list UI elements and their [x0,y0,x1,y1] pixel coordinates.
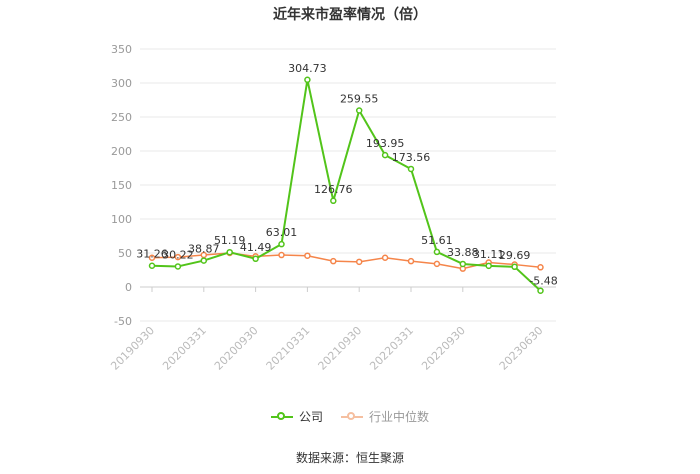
grid-lines [140,48,556,322]
legend-item-company[interactable]: 公司 [270,408,323,425]
x-tick-label: 20200331 [160,324,209,373]
data-label: 38.87 [188,243,220,256]
x-tick-label: 20230630 [497,324,546,373]
point-industry [537,264,544,271]
point-company [252,255,259,263]
y-tick-label: -50 [114,315,132,328]
y-tick-label: 150 [111,179,132,192]
legend-company-label: 公司 [298,410,323,424]
data-label: 193.95 [366,137,405,150]
data-label: 29.69 [499,249,531,262]
data-label: 173.56 [392,151,431,164]
x-tick-label: 20220331 [367,324,416,373]
data-label: 51.19 [214,234,246,247]
point-company [537,287,544,294]
point-industry [330,257,337,265]
y-tick-label: 350 [111,43,132,56]
y-tick-label: 200 [111,145,132,158]
point-company [485,262,492,270]
point-company [459,260,467,268]
legend-item-industry[interactable]: 行业中位数 [341,408,429,425]
point-company [433,248,441,256]
point-industry [148,254,156,262]
data-label: 31.11 [473,248,505,261]
point-industry [355,258,363,266]
legend-industry-marker [341,411,363,423]
data-label: 304.73 [288,62,327,75]
point-company [330,197,337,205]
legend: 公司 行业中位数 [0,408,700,425]
x-tick-label: 20200930 [212,324,261,373]
point-industry [174,253,182,261]
legend-industry-label: 行业中位数 [369,410,430,424]
y-tick-label: 250 [111,111,132,124]
data-label: 259.55 [340,93,379,106]
x-tick-label: 20210331 [264,324,313,373]
x-tick-label: 20210930 [316,324,365,373]
data-label: 41.49 [240,241,272,254]
x-tick-label: 20220930 [419,324,468,373]
point-industry [433,260,441,268]
y-tick-label: 100 [111,213,132,226]
data-label: 126.76 [314,183,353,196]
point-company [200,257,208,264]
data-label: 63.01 [266,226,298,239]
y-tick-label: 300 [111,77,132,90]
series [148,76,544,294]
y-tick-label: 50 [118,247,132,260]
point-company [226,248,233,256]
point-company [304,76,311,84]
data-label: 31.26 [136,248,168,261]
point-company [278,240,285,248]
point-industry [407,257,415,265]
point-company [511,263,518,271]
data-label: 30.22 [162,248,194,261]
point-company [381,151,389,159]
series-line-company [151,78,542,292]
data-label: 51.61 [421,234,453,247]
chart-title: 近年来市盈率情况（倍） [273,7,427,23]
point-company [355,107,363,114]
data-label: -5.48 [529,275,557,288]
data-label: 33.88 [447,246,479,259]
legend-company-marker [270,411,293,423]
point-industry [381,254,389,262]
axes: -50 0 50 100 150 200 250 300 350 20190930 20200331… [108,43,545,373]
y-tick-label: 0 [125,281,132,294]
point-industry [304,252,311,259]
point-company [148,262,156,269]
x-tick-label: 20190930 [108,324,157,373]
source-note: 数据来源：恒生聚源 [295,451,404,465]
point-company [174,263,182,270]
point-industry [278,251,285,259]
point-company [407,165,415,173]
